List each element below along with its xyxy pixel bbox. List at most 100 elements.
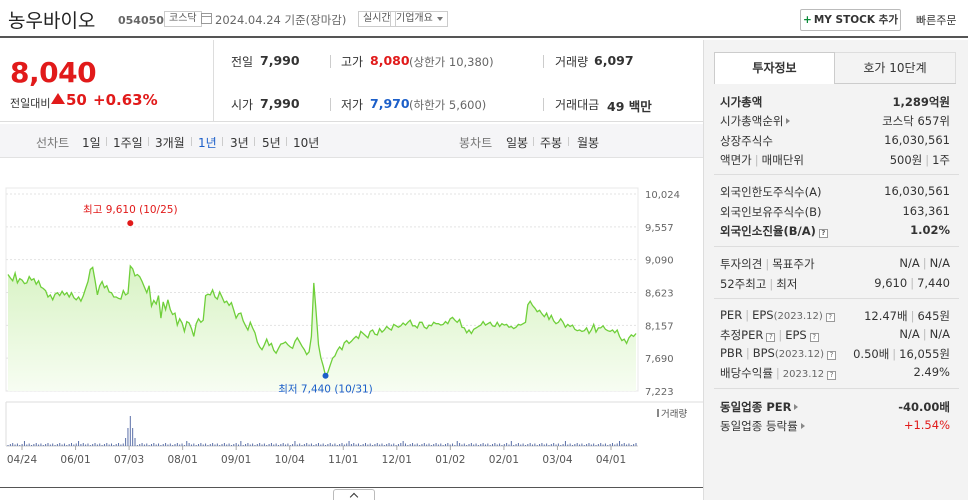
volume-bar — [188, 443, 190, 446]
volume-bar — [150, 444, 152, 446]
x-tick-label: 12/01 — [382, 454, 412, 466]
volume-bar — [435, 443, 437, 446]
high-label: 최고 9,610 (10/25) — [83, 204, 178, 216]
quick-order-link[interactable]: 빠른주문 — [916, 14, 957, 27]
volume-bar — [21, 444, 23, 446]
volume-bar — [71, 443, 73, 446]
help-icon[interactable]: ? — [818, 229, 828, 238]
volume-bar — [536, 445, 538, 446]
separator — [568, 137, 569, 146]
volume-bar — [532, 444, 534, 446]
volume-bar — [162, 444, 164, 446]
week52-low-label: 최저 — [776, 277, 798, 291]
cap-rank-label[interactable]: 시가총액순위 — [720, 114, 784, 128]
candle-weekly[interactable]: 주봉 — [540, 136, 563, 150]
volume-bar — [454, 445, 456, 446]
chart-collapse-button[interactable] — [333, 489, 375, 500]
volume-bar — [621, 444, 623, 446]
x-tick-label: 04/01 — [596, 454, 626, 466]
volume-bar — [268, 444, 270, 446]
tab-investment-info[interactable]: 투자정보 — [714, 52, 835, 84]
volume-bar — [628, 443, 630, 446]
volume-bar — [586, 444, 588, 446]
volume-bar — [588, 443, 590, 446]
add-my-stock-button[interactable]: + MY STOCK 추가 — [800, 9, 901, 31]
industry-rate-label[interactable]: 동일업종 등락률 — [720, 419, 798, 433]
separator — [254, 137, 255, 146]
y-tick-label: 8,157 — [645, 321, 674, 332]
help-icon[interactable]: ? — [826, 351, 836, 360]
volume-bar — [524, 445, 526, 446]
tab-order-book[interactable]: 호가 10단계 — [835, 52, 956, 84]
volume-legend-swatch — [657, 409, 659, 417]
volume-bar — [42, 445, 44, 446]
volume-bar — [310, 443, 312, 446]
volume-bar — [501, 445, 503, 446]
opinion-value: N/A — [899, 256, 920, 270]
volume-bar — [623, 443, 625, 446]
volume-bar — [600, 443, 602, 446]
volume-bar — [56, 444, 58, 446]
volume-bar — [26, 444, 28, 446]
volume-bar — [348, 441, 350, 446]
period-1d[interactable]: 1일 — [82, 136, 101, 150]
realtime-badge[interactable]: 실시간 — [358, 11, 396, 27]
volume-bar — [96, 444, 98, 446]
volume-bar — [103, 444, 105, 446]
period-3y[interactable]: 3년 — [230, 136, 249, 150]
volume-bar — [383, 445, 385, 446]
volume-bar — [287, 443, 289, 446]
bps-value: 16,055원 — [899, 347, 950, 361]
x-tick-label: 02/01 — [489, 454, 519, 466]
period-10y[interactable]: 10년 — [293, 136, 320, 150]
volume-bar — [350, 444, 352, 446]
shares-row: 상장주식수 16,030,561 — [720, 133, 950, 149]
volume-bar — [426, 444, 428, 446]
volume-bar — [160, 445, 162, 446]
foreign-limit-value: 16,030,561 — [884, 184, 950, 198]
separator: | — [745, 346, 750, 360]
volume-bar — [181, 443, 183, 446]
week52-row: 52주최고 | 최저 9,610 | 7,440 — [720, 276, 950, 292]
volume-bar — [35, 443, 37, 446]
corp-info-dropdown[interactable]: 기업개요 — [390, 11, 448, 27]
period-1y[interactable]: 1년 — [198, 136, 217, 150]
volume-bar — [421, 444, 423, 446]
volume-bar — [28, 443, 30, 446]
period-3m[interactable]: 3개월 — [155, 136, 185, 150]
volume-bar — [468, 444, 470, 446]
par-unit-row: 액면가 | 매매단위 500원 | 1주 — [720, 152, 950, 168]
candle-monthly[interactable]: 월봉 — [577, 136, 600, 150]
target-label: 목표주가 — [772, 257, 815, 271]
volume-bar — [82, 443, 84, 446]
foreign-hold-label: 외국인보유주식수(B) — [720, 205, 822, 219]
help-icon[interactable]: ? — [809, 333, 819, 342]
volume-bar — [442, 445, 444, 446]
volume-bar — [564, 441, 566, 446]
help-icon[interactable]: ? — [827, 371, 837, 380]
foreign-hold-value: 163,361 — [902, 204, 950, 218]
x-tick-label: 10/04 — [275, 454, 306, 466]
volume-bar — [101, 445, 103, 446]
volume-bar — [200, 443, 202, 446]
amount-value: 49 백만 — [607, 99, 652, 114]
arrow-right-icon — [800, 423, 805, 429]
volume-bar — [527, 444, 529, 446]
volume-bar — [7, 445, 9, 446]
unit-label: 매매단위 — [761, 153, 804, 167]
volume-bar — [99, 443, 101, 446]
volume-bar — [230, 445, 232, 446]
week52-high-value: 9,610 — [874, 276, 908, 290]
period-1w[interactable]: 1주일 — [113, 136, 143, 150]
volume-bar — [480, 444, 482, 446]
help-icon[interactable]: ? — [766, 333, 776, 342]
period-5y[interactable]: 5년 — [262, 136, 281, 150]
volume-bar — [487, 443, 489, 446]
candle-daily[interactable]: 일봉 — [506, 136, 529, 150]
volume-bar — [110, 443, 112, 446]
volume-bar — [473, 444, 475, 446]
volume-bar — [270, 443, 272, 446]
price-chart[interactable]: 10,024 9,557 9,090 8,623 8,157 7,690 7,223 최고 9… — [0, 158, 703, 488]
industry-per-label[interactable]: 동일업종 PER — [720, 400, 792, 414]
help-icon[interactable]: ? — [825, 313, 835, 322]
